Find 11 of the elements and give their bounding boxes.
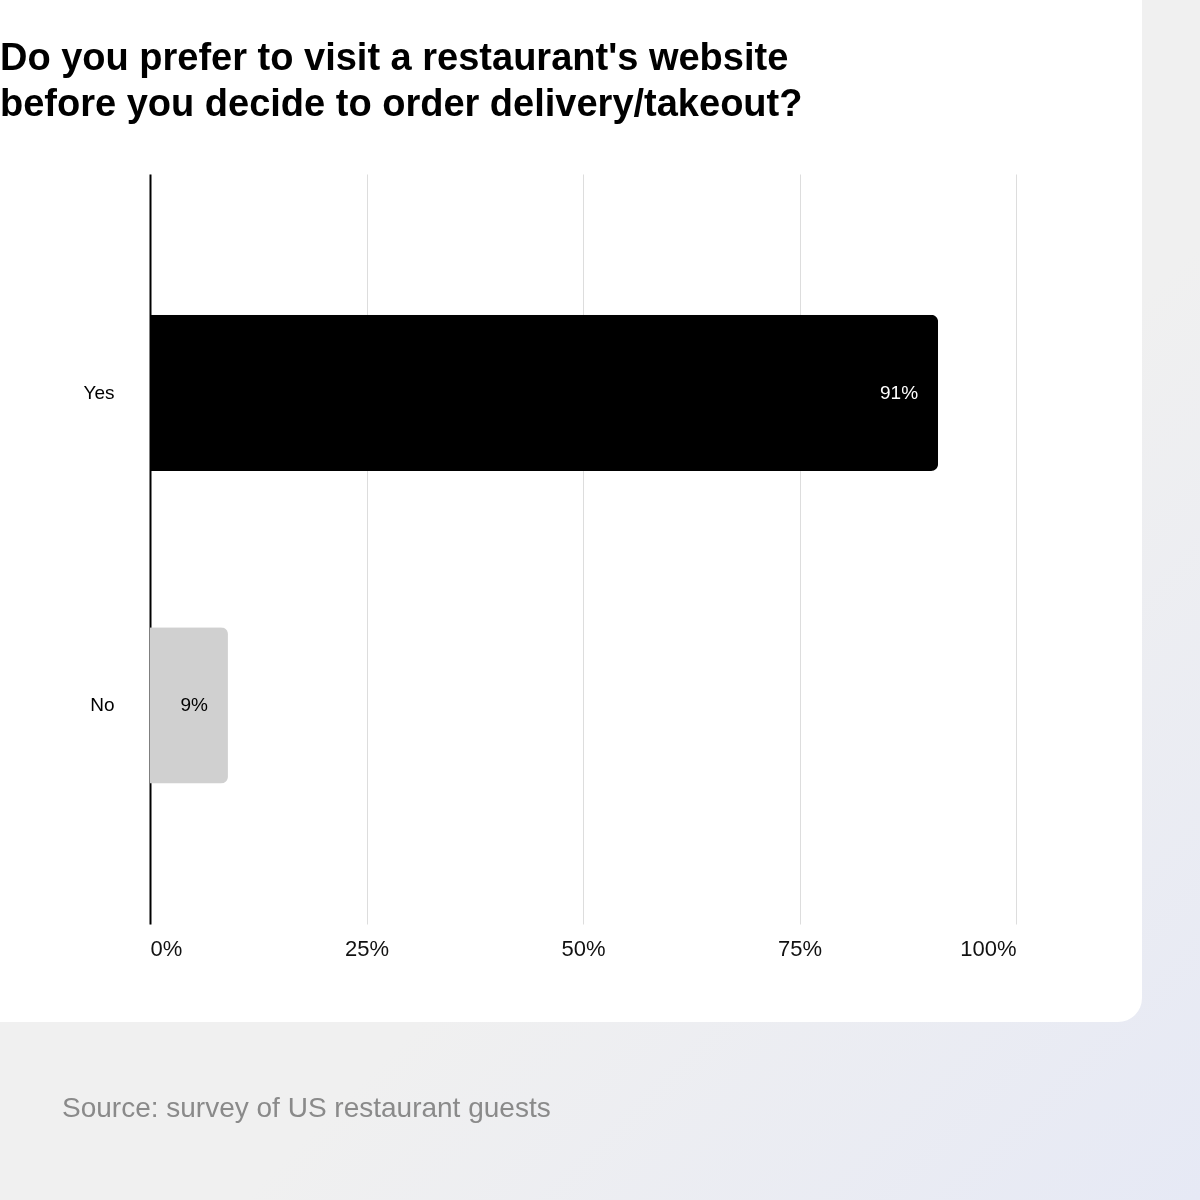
y-tick-label: No xyxy=(90,694,115,716)
x-tick-label: 75% xyxy=(777,935,823,961)
x-tick-label: 0% xyxy=(150,935,183,961)
x-tick-label: 100% xyxy=(960,935,1017,961)
chart-title: Do you prefer to visit a restaurant's website before you decide to order delivery/takeout? xyxy=(0,36,803,124)
x-tick-label: 25% xyxy=(344,935,390,961)
source-note: Source: survey of US restaurant guests xyxy=(62,1092,551,1124)
data-label: 91% xyxy=(880,381,919,403)
y-tick-label: Yes xyxy=(83,381,115,403)
x-tick-label: 50% xyxy=(561,935,606,961)
data-label: 9% xyxy=(180,694,209,716)
